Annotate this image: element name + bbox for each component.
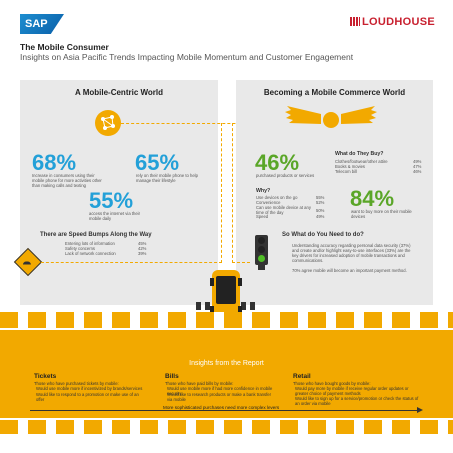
bills-heading: Bills <box>165 373 179 380</box>
connector-line <box>36 262 222 263</box>
complexity-arrow <box>30 410 420 411</box>
road-stripe-top <box>0 312 453 328</box>
why-value: 55% <box>316 195 325 200</box>
buy-value: 46% <box>413 169 422 174</box>
sap-logo: SAP <box>20 14 64 34</box>
why-value: 49% <box>316 214 325 219</box>
payment-method-text: 70% agree mobile will become an importan… <box>292 268 407 273</box>
speed-bumps-heading: There are Speed Bumps Along the Way <box>40 232 152 238</box>
bills-item: Would like to research products or make … <box>167 392 271 402</box>
retail-item: Would like to sign up for a service/prom… <box>295 396 419 406</box>
wings-icon <box>285 106 377 128</box>
connector-line <box>232 123 233 263</box>
bump-value: 45% <box>138 241 147 246</box>
tickets-heading: Tickets <box>34 373 57 380</box>
stat-65-text: rely on their mobile phone to help manag… <box>136 173 198 183</box>
bump-label: Safety concerns <box>65 246 96 251</box>
connector-line <box>232 262 250 263</box>
stat-68-value: 68% <box>32 150 77 175</box>
buy-label: Clothes/footwear/other attire <box>335 159 388 164</box>
retail-item: Those who have bought goods by mobile: <box>293 381 371 386</box>
bump-label: Entering lots of information <box>65 241 115 246</box>
stat-84-text: want to buy more on their mobile devices <box>351 209 412 219</box>
complexity-arrow-text: More sophisticated purchases need more c… <box>160 405 283 410</box>
arrow-head-icon <box>417 407 423 413</box>
what-buy-heading: What do They Buy? <box>335 151 384 157</box>
retail-heading: Retail <box>293 373 311 380</box>
why-label: Use devices on the go <box>256 195 298 200</box>
page-title: The Mobile Consumer <box>20 42 109 52</box>
connector-line <box>221 123 222 263</box>
bump-label: Lack of network connection <box>65 251 116 256</box>
insights-band <box>0 330 453 418</box>
retail-item: Would pay more by mobile if receive regu… <box>295 386 409 396</box>
why-value: 50% <box>316 208 325 213</box>
insights-title: Insights from the Report <box>189 360 264 367</box>
bills-item: Those who have paid bills by mobile: <box>165 381 234 386</box>
stat-65-value: 65% <box>135 150 180 175</box>
tickets-item: Those who have purchased tickets by mobi… <box>34 381 119 386</box>
stat-84-value: 84% <box>350 186 395 211</box>
stat-68-text: Increase in consumers using their mobile… <box>32 173 102 188</box>
road-stripe-bottom <box>0 420 453 434</box>
bar-chart-icon <box>350 17 361 26</box>
stat-55-value: 55% <box>89 188 134 213</box>
buy-label: Telecom bill <box>335 169 357 174</box>
page-subtitle: Insights on Asia Pacific Trends Impactin… <box>20 52 354 62</box>
stat-46-text: purchased products or services <box>256 173 315 178</box>
bump-value: 42% <box>138 246 147 251</box>
tickets-item: Would like to respond to a promotion or … <box>36 392 139 402</box>
why-label: Convenience <box>256 200 281 205</box>
why-label: Can use mobile device at any time of the… <box>256 205 311 215</box>
buy-value: 49% <box>413 159 422 164</box>
buy-value: 47% <box>413 164 422 169</box>
why-label: Speed <box>256 214 269 219</box>
tickets-item: Would use mobile more if incentivized by… <box>36 386 143 391</box>
loudhouse-logo-text: LOUDHOUSE <box>362 16 435 28</box>
what-to-do-text: Understanding accuracy regarding persona… <box>292 243 411 263</box>
stat-55-text: access the internet via their mobile dai… <box>89 211 140 221</box>
mobile-centric-heading: A Mobile-Centric World <box>75 88 163 97</box>
why-value: 52% <box>316 200 325 205</box>
bills-item: Would use mobile more if had more confid… <box>167 386 273 396</box>
why-heading: Why? <box>256 188 271 194</box>
sap-logo-text: SAP <box>25 18 48 30</box>
buy-label: Books & movies <box>335 164 366 169</box>
traffic-light-icon <box>255 235 268 270</box>
bump-value: 39% <box>138 251 147 256</box>
connector-line <box>121 123 281 124</box>
mobile-commerce-heading: Becoming a Mobile Commerce World <box>263 88 406 97</box>
network-icon <box>95 110 121 136</box>
mobile-car-icon <box>210 270 242 320</box>
loudhouse-logo: LOUDHOUSE <box>350 16 435 28</box>
stat-46-value: 46% <box>255 150 300 175</box>
what-to-do-heading: So What do You Need to do? <box>282 232 364 238</box>
